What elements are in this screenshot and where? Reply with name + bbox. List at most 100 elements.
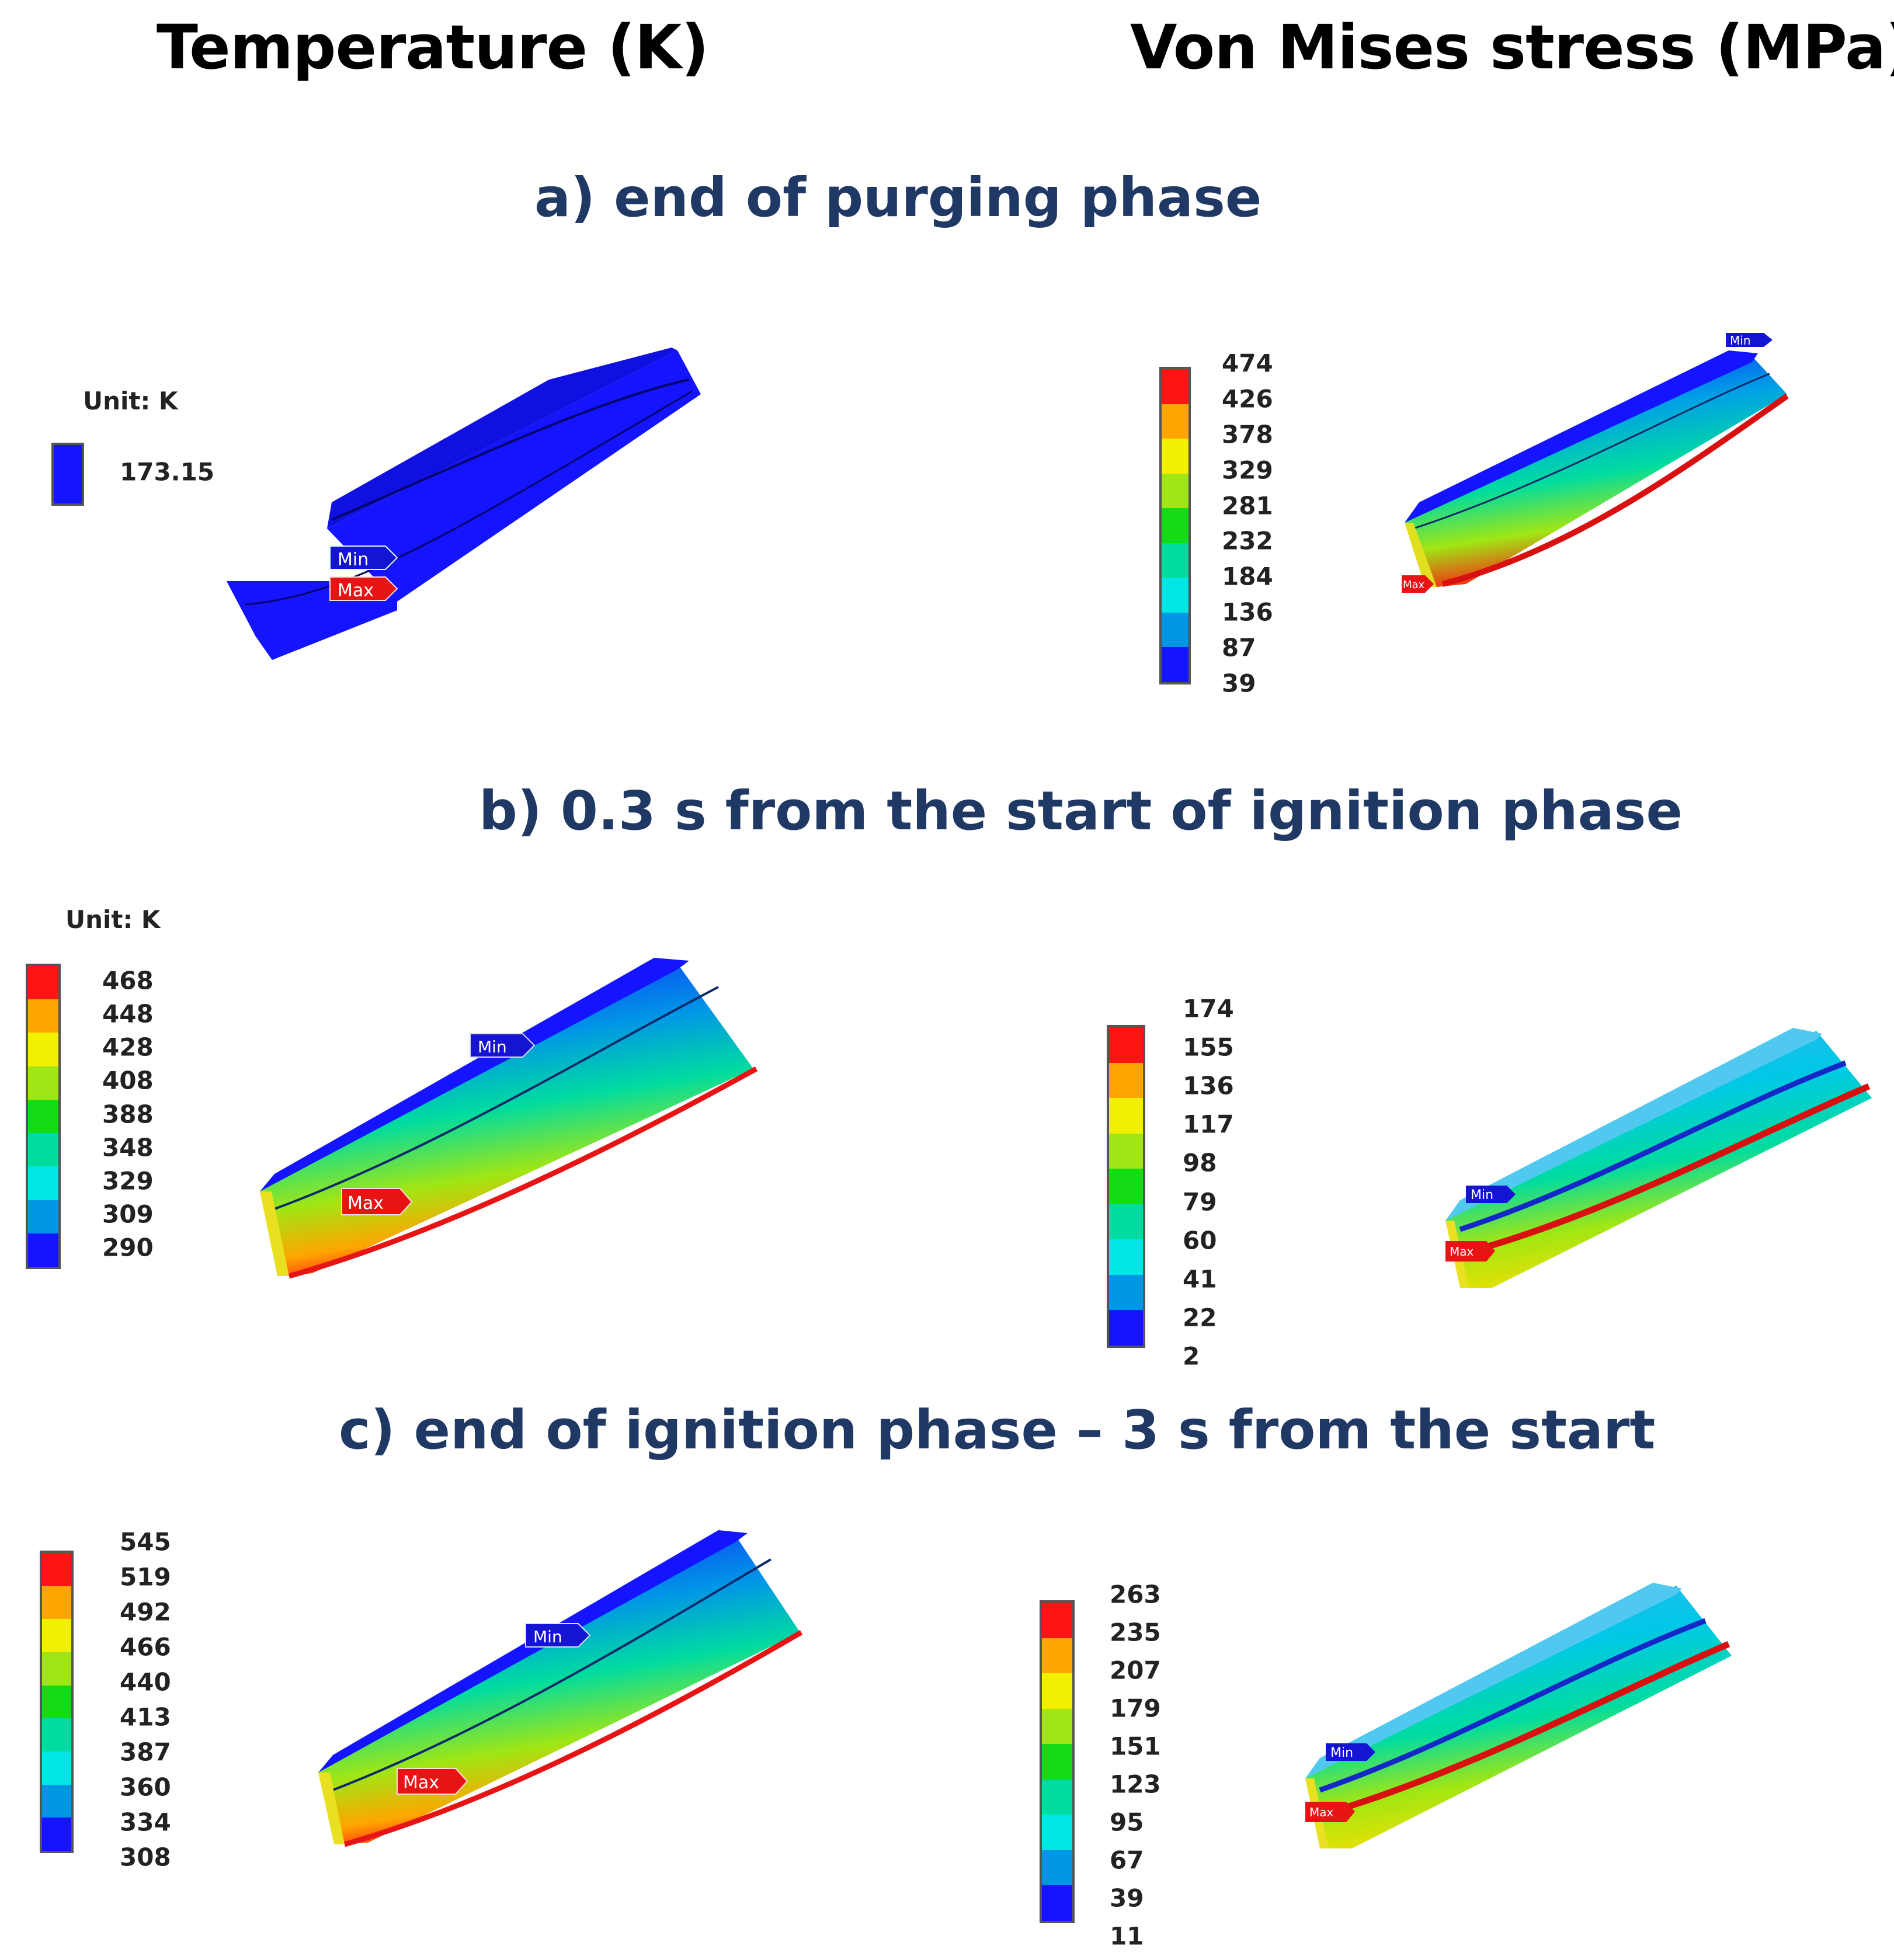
scale-segment	[1042, 1603, 1072, 1639]
max-marker: Max	[329, 576, 398, 601]
scale-segment	[1162, 578, 1188, 613]
phase-title-a: a) end of purging phase	[534, 166, 1262, 229]
scale-tick-label: 308	[120, 1843, 171, 1872]
max-marker: Max	[1305, 1802, 1355, 1822]
temperature-model-a: Min Max	[227, 347, 701, 660]
temperature-unit-label-a: Unit: K	[83, 387, 178, 415]
stress-color-scale-a	[1159, 367, 1191, 684]
scale-segment	[42, 1752, 71, 1785]
max-marker: Max	[1402, 575, 1434, 593]
scale-tick-label: 79	[1183, 1187, 1217, 1217]
scale-tick-label: 360	[120, 1773, 171, 1802]
scale-tick-label: 440	[120, 1667, 171, 1697]
scale-segment	[42, 1652, 71, 1686]
stress-color-scale-b	[1107, 1025, 1145, 1348]
stress-model-b: Min Max	[1445, 1028, 1872, 1288]
min-marker: Min	[470, 1033, 536, 1058]
scale-segment	[1162, 647, 1188, 683]
scale-segment	[1162, 508, 1188, 544]
scale-tick-label: 39	[1110, 1883, 1144, 1913]
scale-tick-label: 136	[1222, 597, 1273, 627]
scale-segment	[54, 445, 82, 503]
scale-segment	[1109, 1027, 1143, 1064]
scale-tick-label: 184	[1222, 562, 1273, 591]
scale-tick-label: 281	[1222, 491, 1273, 520]
max-marker: Max	[397, 1768, 468, 1795]
min-marker-label: Min	[338, 550, 369, 570]
scale-segment	[1109, 1133, 1143, 1169]
max-marker: Max	[341, 1188, 413, 1215]
scale-segment	[1162, 473, 1188, 509]
min-marker-label: Min	[533, 1627, 562, 1646]
scale-segment	[1042, 1815, 1072, 1851]
scale-segment	[1042, 1779, 1072, 1815]
scale-tick-label: 87	[1222, 633, 1256, 662]
scale-segment	[28, 966, 58, 1000]
max-marker: Max	[1445, 1241, 1495, 1262]
min-marker-label: Min	[1471, 1188, 1493, 1203]
scale-segment	[1162, 543, 1188, 578]
scale-tick-label: 428	[102, 1033, 154, 1062]
phase-title-b: b) 0.3 s from the start of ignition phas…	[479, 780, 1683, 842]
scale-segment	[42, 1817, 71, 1851]
scale-tick-label: 474	[1222, 349, 1273, 378]
scale-tick-label: 492	[120, 1597, 171, 1627]
stress-model-a: Min Max	[1402, 333, 1789, 593]
scale-tick-label: 426	[1222, 384, 1273, 413]
max-marker-label: Max	[1450, 1245, 1474, 1259]
scale-segment	[28, 1033, 58, 1067]
max-marker-label: Max	[1309, 1805, 1334, 1819]
scale-tick-label: 235	[1110, 1618, 1161, 1647]
scale-segment	[1042, 1638, 1072, 1674]
scale-tick-label: 117	[1183, 1110, 1234, 1139]
scale-segment	[1162, 369, 1188, 405]
scale-tick-label: 413	[120, 1702, 171, 1732]
scale-tick-label: 2	[1183, 1342, 1200, 1371]
scale-tick-label: 329	[1222, 456, 1273, 485]
scale-segment	[28, 1133, 58, 1167]
scale-segment	[28, 1200, 58, 1234]
scale-tick-label: 11	[1110, 1921, 1144, 1951]
temperature-color-scale-b	[26, 964, 61, 1269]
min-marker: Min	[1466, 1186, 1516, 1203]
temperature-column-title: Temperature (K)	[157, 12, 709, 83]
scale-tick-label: 466	[120, 1632, 171, 1662]
scale-segment	[28, 1066, 58, 1100]
scale-segment	[1109, 1274, 1143, 1311]
min-marker: Min	[329, 545, 398, 570]
scale-segment	[1109, 1169, 1143, 1205]
scale-tick-label: 468	[102, 966, 154, 995]
scale-tick-label: 22	[1183, 1303, 1217, 1332]
scale-tick-label: 348	[102, 1133, 154, 1162]
max-marker-label: Max	[403, 1773, 439, 1793]
scale-segment	[42, 1685, 71, 1719]
min-marker-label: Min	[478, 1037, 507, 1057]
temperature-unit-label-b: Unit: K	[65, 905, 161, 934]
scale-tick-label: 309	[102, 1200, 154, 1229]
scale-tick-label: 98	[1183, 1148, 1217, 1177]
scale-segment	[1109, 1098, 1143, 1134]
scale-segment	[1162, 612, 1188, 648]
scale-tick-label: 39	[1222, 669, 1256, 698]
scale-tick-label: 151	[1110, 1732, 1161, 1761]
scale-tick-label: 207	[1110, 1656, 1161, 1685]
min-marker: Min	[525, 1623, 591, 1648]
scale-segment	[42, 1586, 71, 1620]
scale-tick-label: 174	[1183, 994, 1234, 1023]
scale-tick-label: 60	[1183, 1226, 1217, 1255]
scale-tick-label: 329	[102, 1166, 154, 1196]
phase-title-c: c) end of ignition phase – 3 s from the …	[339, 1399, 1656, 1461]
scale-segment	[28, 1166, 58, 1201]
scale-segment	[1109, 1310, 1143, 1346]
scale-tick-label: 388	[102, 1100, 154, 1128]
scale-tick-label: 95	[1110, 1808, 1144, 1837]
scale-segment	[1042, 1708, 1072, 1744]
temperature-color-scale-a	[51, 443, 84, 506]
scale-segment	[1042, 1850, 1072, 1886]
scale-tick-label: 290	[102, 1233, 154, 1262]
scale-tick-label: 378	[1222, 420, 1273, 449]
scale-segment	[1162, 439, 1188, 474]
stress-color-scale-c	[1040, 1600, 1075, 1923]
scale-tick-label: 67	[1110, 1846, 1144, 1875]
